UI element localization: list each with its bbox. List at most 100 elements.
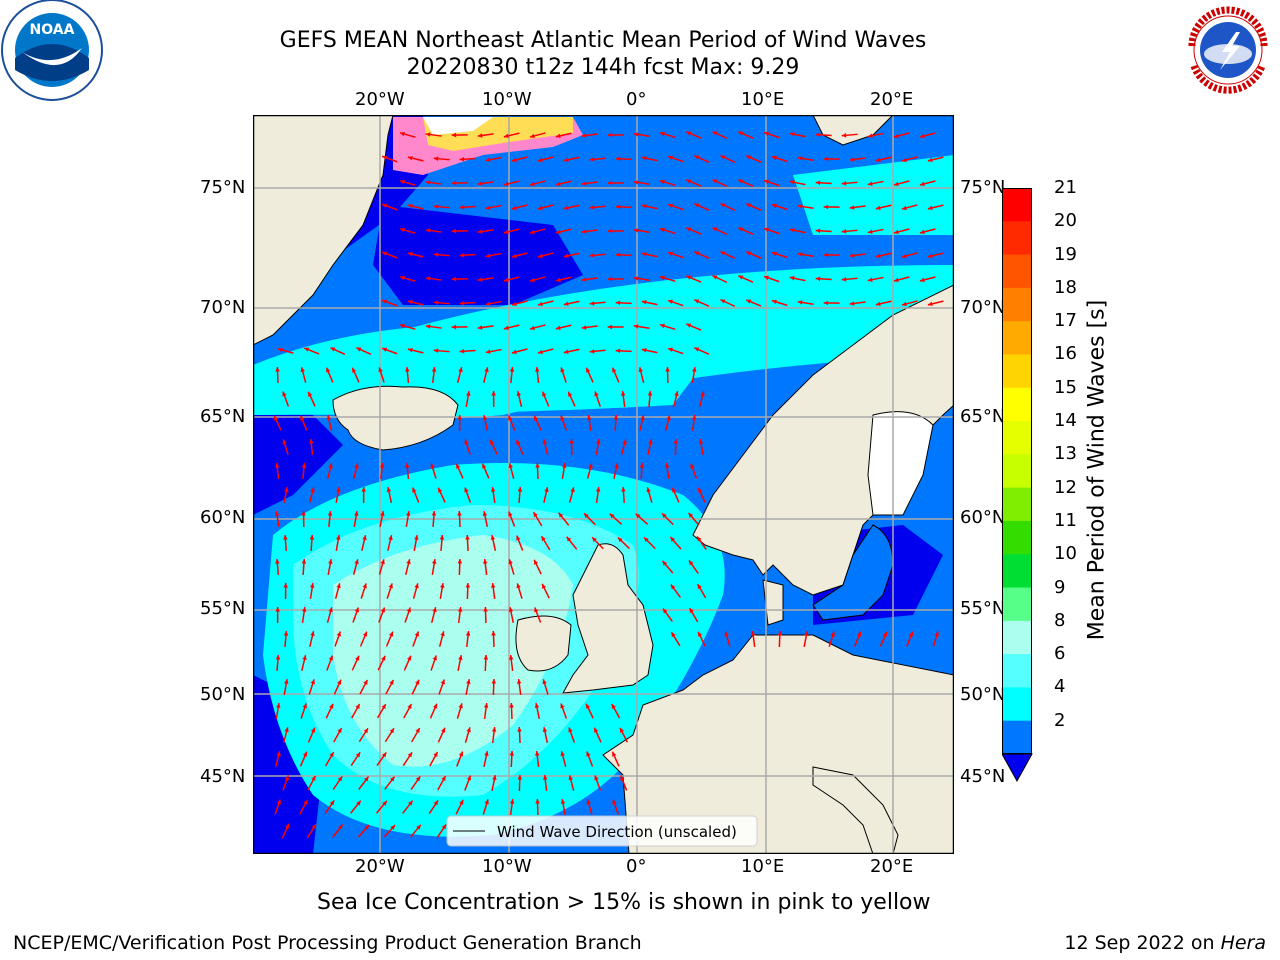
wind-wave-arrowhead: [568, 727, 573, 733]
wind-wave-arrowhead: [612, 751, 617, 757]
wind-wave-arrowhead: [633, 132, 639, 137]
wind-wave-arrowhead: [927, 253, 933, 259]
wind-wave-arrowhead: [901, 157, 907, 163]
wind-wave-arrowhead: [647, 391, 653, 396]
wind-wave-arrowhead: [490, 535, 496, 541]
wind-wave-arrowhead: [517, 727, 522, 732]
wind-wave-arrowhead: [457, 511, 462, 516]
wind-wave-arrowhead: [612, 799, 617, 805]
wind-wave-arrowhead: [412, 487, 417, 493]
wind-wave-arrowhead: [635, 513, 641, 519]
wind-wave-arrowhead: [282, 439, 287, 445]
lon-label-top-20w: 20°W: [355, 89, 405, 110]
wind-wave-arrowhead: [354, 559, 359, 565]
wind-wave-arrowhead: [433, 204, 439, 209]
wind-wave-arrowhead: [407, 203, 413, 209]
wind-wave-arrowhead: [688, 512, 694, 518]
wind-wave-arrowhead: [815, 180, 821, 186]
colorbar-tick-label: 20: [1054, 210, 1077, 232]
wind-wave-arrowhead: [566, 536, 572, 542]
wind-wave-arrowhead: [438, 487, 443, 493]
wind-wave-arrowhead: [329, 703, 334, 709]
wind-wave-arrowhead: [441, 776, 446, 781]
wind-wave-arrowhead: [841, 181, 847, 186]
colorbar-segment: [1002, 188, 1032, 222]
wind-wave-arrowhead: [919, 277, 925, 283]
wind-wave-arrowhead: [581, 229, 587, 234]
wind-wave-arrowhead: [541, 536, 546, 542]
wind-wave-arrowhead: [633, 324, 639, 329]
wind-wave-arrowhead: [490, 487, 496, 492]
wind-wave-arrowhead: [414, 631, 420, 637]
wind-wave-arrowhead: [477, 181, 483, 186]
wind-wave-arrowhead: [509, 799, 515, 804]
wind-wave-arrowhead: [641, 156, 647, 161]
wind-wave-arrowhead: [458, 751, 464, 757]
wind-wave-arrowhead: [378, 367, 383, 373]
wind-wave-arrowhead: [633, 180, 639, 185]
wind-wave-arrowhead: [698, 631, 703, 637]
wind-wave-arrowhead: [440, 631, 445, 637]
wind-wave-arrowhead: [433, 252, 439, 257]
colorbar-label: Mean Period of Wind Waves [s]: [1084, 299, 1110, 641]
wind-wave-arrowhead: [284, 679, 289, 684]
wind-wave-arrowhead: [431, 367, 437, 372]
wind-wave-arrowhead: [364, 825, 370, 830]
wind-wave-arrowhead: [934, 631, 939, 637]
wind-wave-arrowhead: [589, 301, 595, 306]
wind-wave-arrowhead: [615, 156, 621, 162]
wind-wave-arrowhead: [660, 323, 665, 329]
wind-wave-arrowhead: [354, 511, 359, 516]
wind-wave-arrowhead: [665, 367, 670, 372]
wind-wave-arrowhead: [405, 463, 410, 468]
lon-label-bottom-0: 0°: [626, 856, 647, 877]
wind-wave-arrowhead: [457, 559, 463, 564]
wind-wave-arrowhead: [901, 253, 907, 259]
wind-wave-arrowhead: [815, 132, 821, 138]
wind-wave-arrowhead: [483, 655, 489, 660]
wind-wave-arrowhead: [414, 583, 419, 589]
wind-wave-arrowhead: [694, 347, 700, 352]
wind-wave-arrowhead: [694, 155, 700, 160]
wind-wave-arrowhead: [589, 349, 595, 354]
wind-wave-arrowhead: [485, 301, 491, 306]
wind-wave-arrowhead: [503, 277, 509, 283]
wind-wave-arrowhead: [458, 703, 463, 709]
wind-wave-arrowhead: [440, 583, 445, 588]
wind-wave-arrowhead: [304, 347, 310, 352]
wind-wave-arrowhead: [327, 511, 333, 516]
wind-wave-arrowhead: [328, 607, 333, 613]
lat-label-left-60n: 60°N: [200, 507, 246, 528]
wind-wave-arrowhead: [308, 391, 313, 397]
wind-wave-arrowhead: [282, 391, 287, 397]
wind-wave-arrowhead: [797, 300, 803, 305]
wind-wave-arrowhead: [919, 133, 925, 139]
wind-wave-arrowhead: [415, 679, 420, 685]
wind-wave-arrowhead: [380, 607, 386, 613]
wind-wave-arrowhead: [738, 131, 744, 136]
wind-wave-arrowhead: [555, 277, 561, 283]
wind-wave-arrowhead: [689, 560, 694, 566]
wind-wave-arrowhead: [465, 631, 471, 636]
wind-wave-arrowhead: [330, 347, 336, 352]
sea-ice-area: [393, 117, 583, 175]
wind-wave-arrowhead: [534, 415, 539, 421]
noaa-logo: NOAA: [0, 0, 104, 104]
wind-wave-arrowhead: [697, 536, 702, 542]
wind-wave-arrowhead: [491, 391, 496, 396]
wind-wave-arrowhead: [399, 275, 405, 281]
wind-wave-arrowhead: [381, 655, 386, 661]
wind-wave-arrowhead: [482, 511, 488, 516]
wind-wave-arrowhead: [433, 300, 439, 305]
wind-wave-arrowhead: [534, 751, 540, 756]
wind-wave-arrowhead: [364, 776, 369, 782]
wind-wave-arrowhead: [277, 347, 283, 353]
wind-wave-arrowhead: [563, 349, 569, 354]
wind-wave-arrowhead: [670, 537, 676, 542]
wind-wave-arrowhead: [746, 299, 752, 304]
wind-wave-arrowhead: [563, 205, 569, 210]
wind-wave-arrowhead: [589, 157, 595, 162]
wind-wave-arrowhead: [390, 825, 396, 830]
wind-wave-arrowhead: [300, 367, 305, 373]
wind-wave-arrowhead: [276, 751, 281, 757]
